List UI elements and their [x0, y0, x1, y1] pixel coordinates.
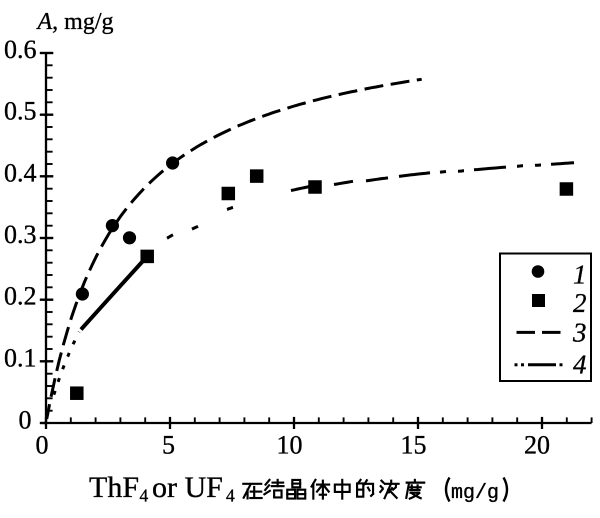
- svg-text:or UF: or UF: [152, 471, 223, 504]
- svg-text:0.4: 0.4: [4, 158, 37, 187]
- svg-text:mg/g: mg/g: [451, 482, 499, 505]
- svg-text:20: 20: [524, 431, 550, 460]
- svg-text:1: 1: [573, 259, 587, 289]
- svg-text:ThF: ThF: [89, 471, 139, 504]
- svg-text:0.3: 0.3: [4, 220, 37, 249]
- svg-text:0.5: 0.5: [4, 97, 37, 126]
- svg-text:4: 4: [573, 349, 587, 379]
- svg-text:0.1: 0.1: [4, 343, 37, 372]
- svg-text:5: 5: [162, 431, 175, 460]
- svg-text:A, mg/g: A, mg/g: [36, 9, 114, 35]
- svg-text:0.6: 0.6: [4, 35, 37, 64]
- svg-text:4: 4: [140, 486, 149, 506]
- svg-text:10: 10: [277, 431, 303, 460]
- svg-text:0: 0: [19, 406, 32, 435]
- svg-text:2: 2: [573, 288, 587, 318]
- svg-text:0: 0: [36, 431, 49, 460]
- svg-text:4: 4: [226, 486, 235, 506]
- svg-text:15: 15: [401, 431, 427, 460]
- svg-text:0.2: 0.2: [4, 282, 37, 311]
- svg-text:3: 3: [572, 317, 587, 347]
